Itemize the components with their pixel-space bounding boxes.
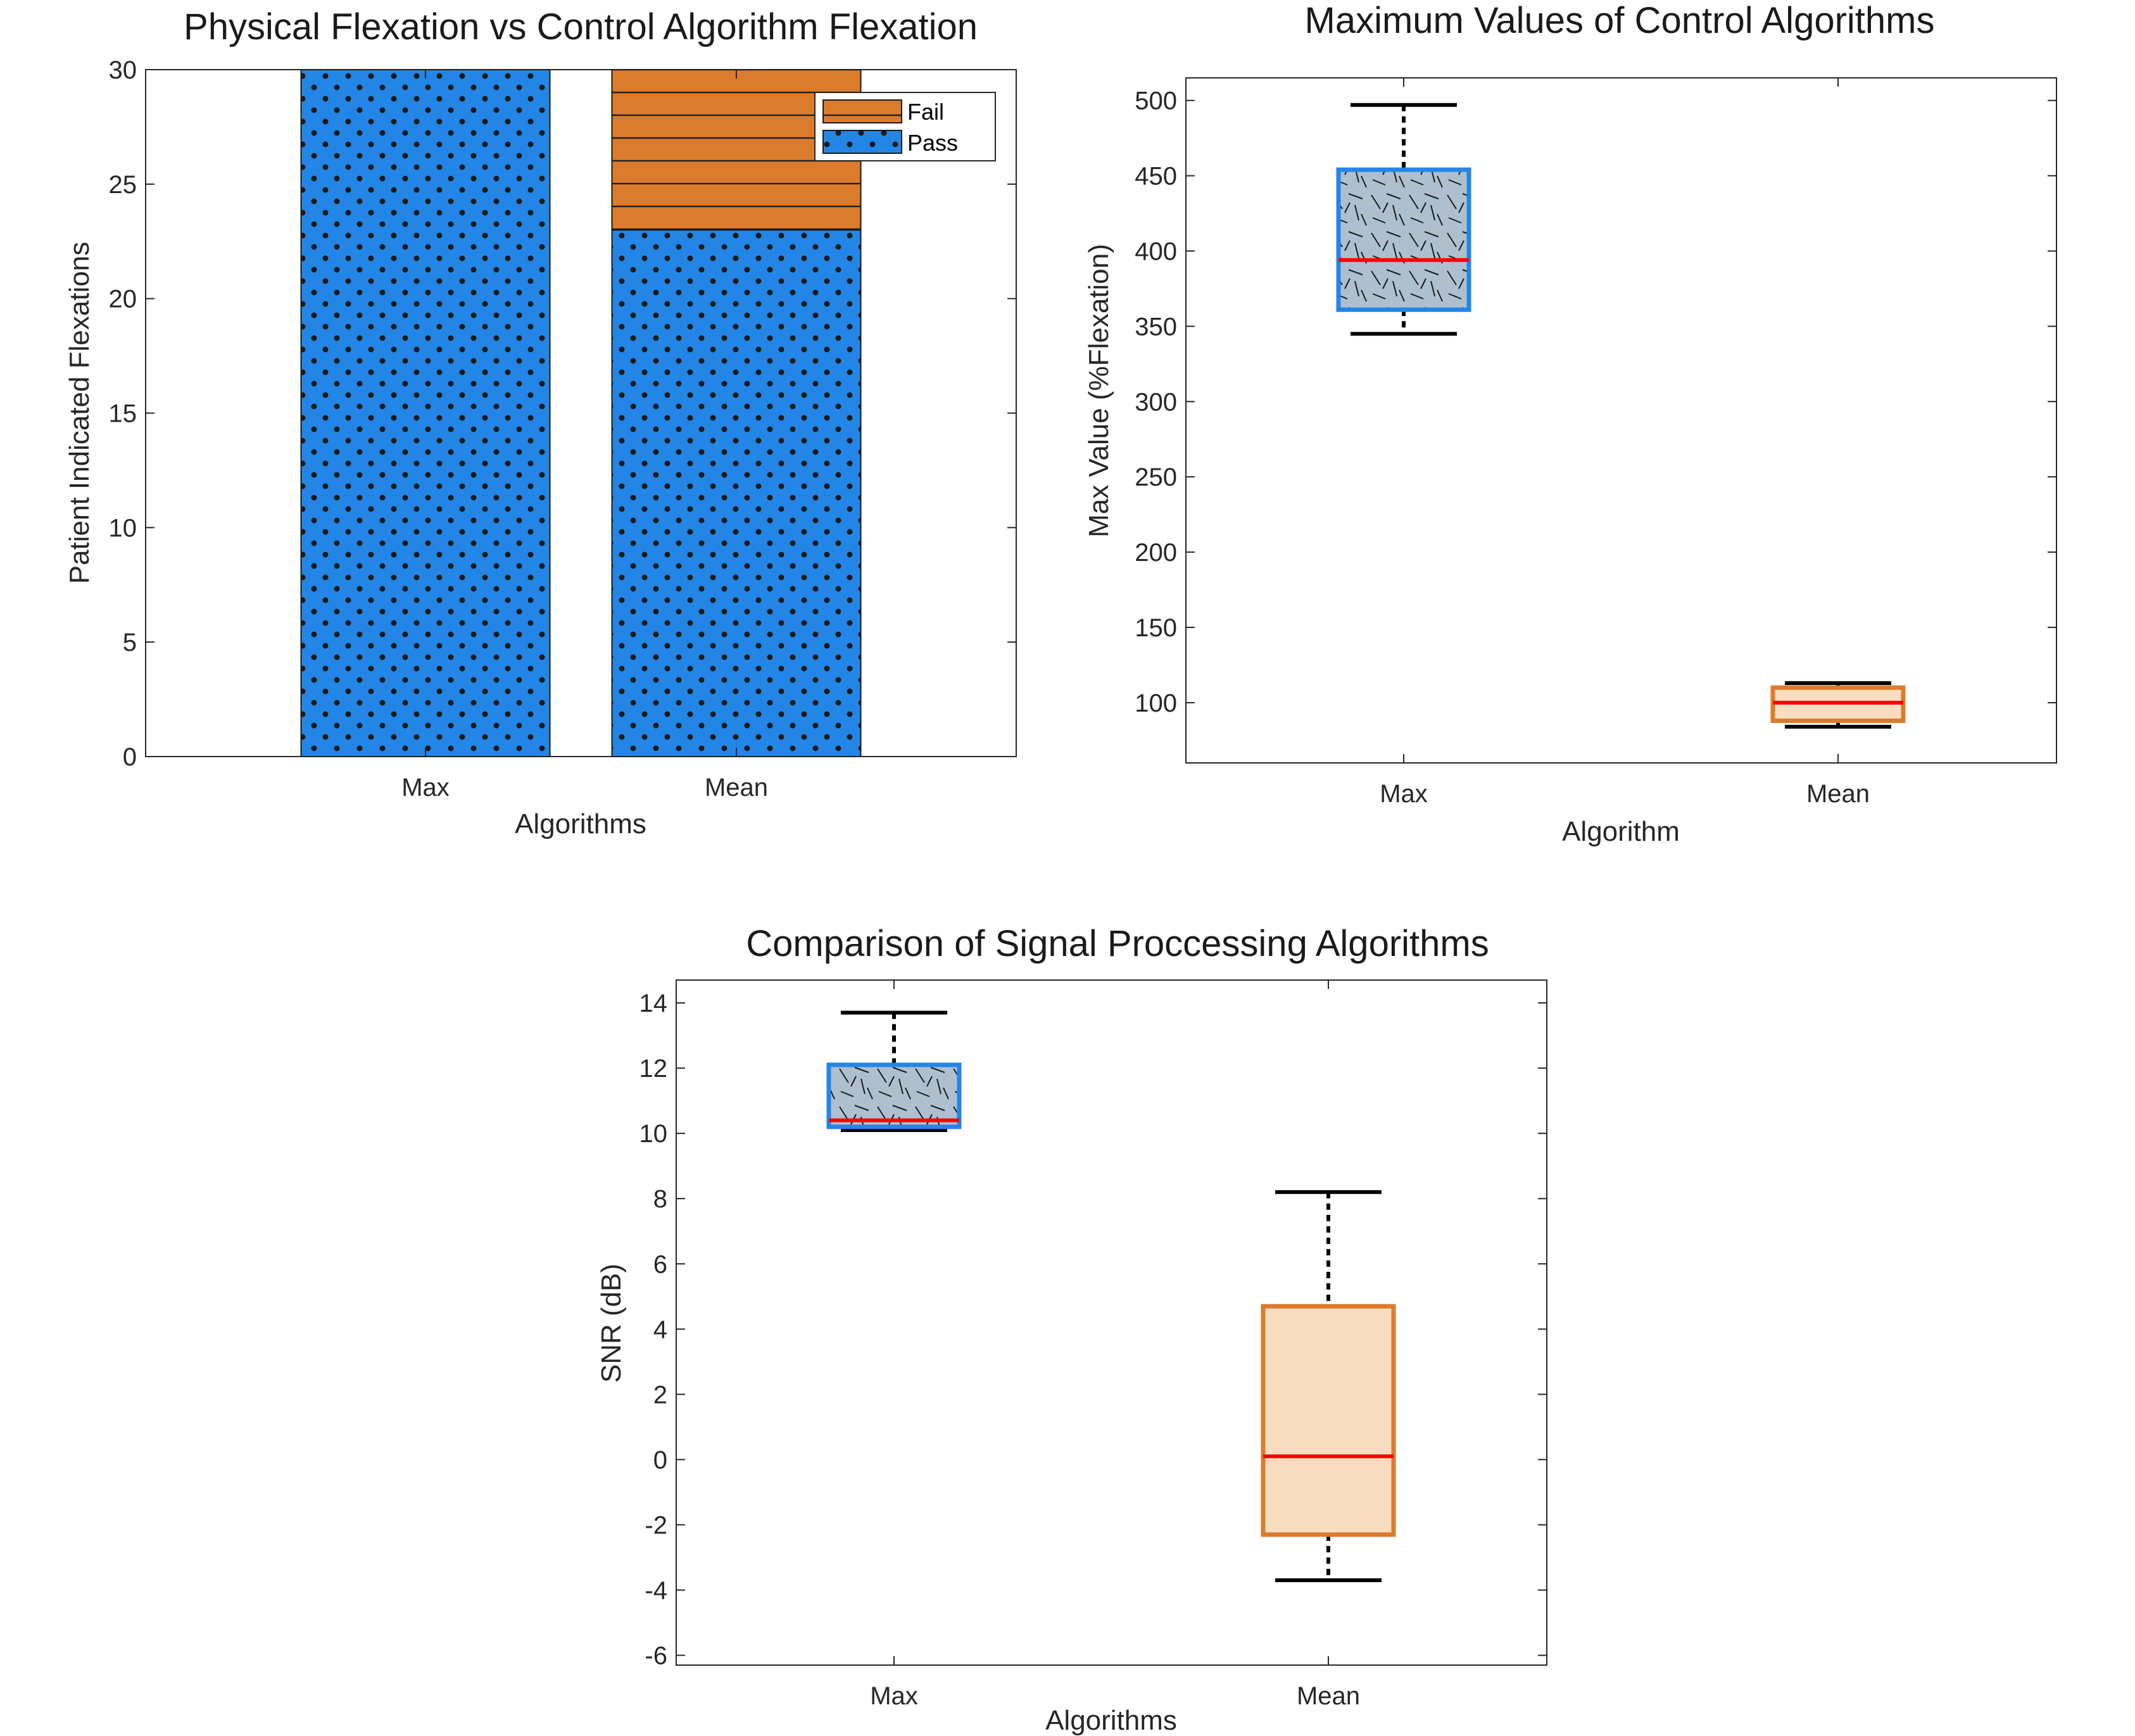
y-tick-label: -2 (645, 1511, 667, 1539)
chart1-xlabel: Algorithms (515, 808, 646, 840)
y-tick-label: 6 (653, 1250, 667, 1278)
x-tick-label: Mean (1297, 1682, 1360, 1710)
chart1-title: Physical Flexation vs Control Algorithm … (184, 6, 978, 47)
x-tick-label: Mean (705, 774, 768, 802)
box-max (826, 1062, 962, 1129)
x-tick-label: Max (870, 1682, 918, 1710)
chart2-ylabel: Max Value (%Flexation) (1083, 244, 1114, 538)
chart2-title: Maximum Values of Control Algorithms (1305, 0, 1935, 41)
y-tick-label: 10 (639, 1120, 668, 1148)
legend-pass-label: Pass (907, 130, 958, 156)
chart2-xlabel: Algorithm (1562, 816, 1680, 847)
y-tick-label: 300 (1135, 388, 1177, 416)
y-tick-label: 500 (1135, 87, 1177, 115)
y-tick-label: 8 (653, 1185, 667, 1213)
x-tick-label: Max (401, 774, 450, 802)
y-tick-label: 250 (1135, 463, 1177, 491)
y-tick-label: 0 (123, 743, 137, 771)
y-tick-label: -4 (645, 1576, 667, 1604)
y-tick-label: 20 (109, 286, 137, 313)
y-tick-label: 15 (109, 400, 137, 428)
legend-fail-label: Fail (907, 99, 944, 125)
y-tick-label: 0 (653, 1446, 667, 1474)
x-tick-label: Max (1380, 780, 1428, 808)
chart1-marks (300, 69, 862, 757)
y-tick-label: 5 (123, 629, 137, 657)
x-tick-label: Mean (1806, 780, 1870, 808)
bar-mean-pass (611, 229, 862, 757)
bar-max-pass (300, 69, 551, 757)
y-tick-label: 350 (1135, 313, 1177, 341)
y-tick-label: 100 (1135, 689, 1177, 717)
y-tick-label: 25 (109, 171, 137, 199)
legend-pass-swatch (822, 130, 902, 154)
y-tick-label: 200 (1135, 539, 1177, 567)
chart1-ticks: 0 5 10 15 20 25 30 Max Mean (109, 56, 1016, 802)
y-tick-label: 450 (1135, 163, 1177, 191)
chart3-ticks: -6 -4 -2 0 2 4 6 8 10 12 14 Max Mean (639, 980, 1547, 1710)
chart3-marks (826, 1010, 1396, 1583)
chart3-xlabel: Algorithms (1045, 1705, 1177, 1736)
y-tick-label: 2 (653, 1381, 667, 1409)
y-tick-label: 4 (653, 1316, 667, 1343)
y-tick-label: -6 (645, 1642, 667, 1670)
y-tick-label: 30 (109, 56, 137, 84)
box-max (1336, 167, 1471, 312)
chart-flexation-bar: Physical Flexation vs Control Algorithm … (64, 6, 1017, 840)
chart3-title: Comparison of Signal Proccessing Algorit… (746, 923, 1489, 964)
y-tick-label: 150 (1135, 614, 1177, 642)
chart1-legend: Fail Pass (814, 92, 996, 161)
y-tick-label: 400 (1135, 237, 1177, 265)
chart3-plot-area (676, 979, 1547, 1666)
chart1-plot-area (145, 69, 1017, 757)
chart2-plot-area (1185, 77, 2057, 764)
y-tick-label: 12 (639, 1055, 668, 1083)
chart3-ylabel: SNR (dB) (596, 1264, 627, 1383)
chart-snr-box: Comparison of Signal Proccessing Algorit… (596, 923, 1547, 1736)
y-tick-label: 14 (639, 990, 668, 1017)
chart1-ylabel: Patient Indicated Flexations (64, 242, 95, 584)
y-tick-label: 10 (109, 514, 137, 542)
chart-maximum-values-box: Maximum Values of Control Algorithms 100… (1083, 0, 2057, 847)
chart2-ticks: 100 150 200 250 300 350 400 450 500 Max Mean (1135, 78, 2056, 808)
legend-fail-swatch (822, 99, 902, 123)
chart2-marks (1336, 103, 1906, 729)
box-mean (1261, 1304, 1396, 1537)
